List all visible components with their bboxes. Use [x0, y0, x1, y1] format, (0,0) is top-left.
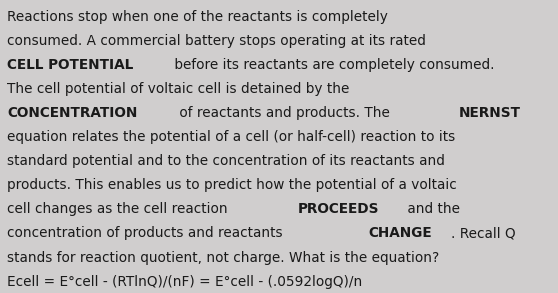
Text: stands for reaction quotient, not charge. What is the equation?: stands for reaction quotient, not charge…	[7, 251, 440, 265]
Text: and the: and the	[403, 202, 460, 217]
Text: consumed. A commercial battery stops operating at its rated: consumed. A commercial battery stops ope…	[7, 34, 426, 48]
Text: equation relates the potential of a cell (or half-cell) reaction to its: equation relates the potential of a cell…	[7, 130, 455, 144]
Text: Ecell = E°cell - (RTlnQ)/(nF) = E°cell - (.0592logQ)/n: Ecell = E°cell - (RTlnQ)/(nF) = E°cell -…	[7, 275, 363, 289]
Text: CELL POTENTIAL: CELL POTENTIAL	[7, 58, 133, 72]
Text: standard potential and to the concentration of its reactants and: standard potential and to the concentrat…	[7, 154, 445, 168]
Text: CONCENTRATION: CONCENTRATION	[7, 106, 138, 120]
Text: concentration of products and reactants: concentration of products and reactants	[7, 226, 287, 241]
Text: PROCEEDS: PROCEEDS	[297, 202, 379, 217]
Text: cell changes as the cell reaction: cell changes as the cell reaction	[7, 202, 232, 217]
Text: The cell potential of voltaic cell is detained by the: The cell potential of voltaic cell is de…	[7, 82, 350, 96]
Text: NERNST: NERNST	[458, 106, 521, 120]
Text: of reactants and products. The: of reactants and products. The	[175, 106, 395, 120]
Text: CHANGE: CHANGE	[368, 226, 432, 241]
Text: . Recall Q: . Recall Q	[451, 226, 515, 241]
Text: products. This enables us to predict how the potential of a voltaic: products. This enables us to predict how…	[7, 178, 457, 193]
Text: before its reactants are completely consumed.: before its reactants are completely cons…	[170, 58, 494, 72]
Text: Reactions stop when one of the reactants is completely: Reactions stop when one of the reactants…	[7, 10, 388, 24]
